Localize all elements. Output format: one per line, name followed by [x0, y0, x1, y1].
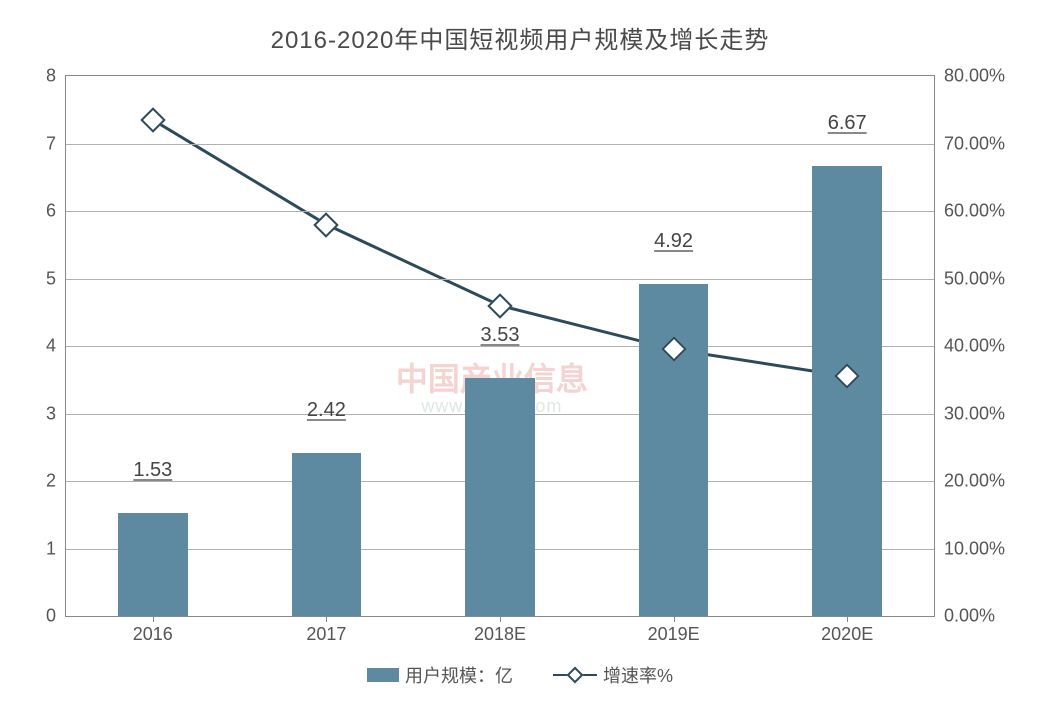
x-tick-label: 2018E [474, 616, 526, 645]
x-tick-label: 2019E [648, 616, 700, 645]
plot-area: 中国产业信息 www.chyxx.com 0123456780.00%10.00… [65, 75, 935, 617]
y-right-tick: 40.00% [934, 336, 1005, 357]
y-right-tick: 70.00% [934, 133, 1005, 154]
chart-container: 2016-2020年中国短视频用户规模及增长走势 中国产业信息 www.chyx… [20, 20, 1020, 680]
y-left-tick: 4 [46, 336, 66, 357]
y-right-tick: 20.00% [934, 471, 1005, 492]
y-right-tick: 30.00% [934, 403, 1005, 424]
bar [118, 513, 187, 616]
y-left-tick: 6 [46, 201, 66, 222]
bar [812, 166, 881, 616]
y-right-tick: 10.00% [934, 538, 1005, 559]
bar-value-label: 3.53 [481, 324, 520, 351]
legend-bar-label: 用户规模：亿 [405, 662, 513, 688]
bar-value-label: 6.67 [828, 112, 867, 139]
bar-value-label: 4.92 [654, 230, 693, 257]
legend: 用户规模：亿 增速率% [20, 662, 1020, 688]
x-tick-label: 2017 [306, 616, 346, 645]
y-left-tick: 1 [46, 538, 66, 559]
bar [639, 284, 708, 616]
y-left-tick: 7 [46, 133, 66, 154]
y-left-tick: 8 [46, 66, 66, 87]
x-tick-label: 2020E [821, 616, 873, 645]
legend-line-label: 增速率% [603, 662, 673, 688]
y-left-tick: 3 [46, 403, 66, 424]
x-tick-label: 2016 [133, 616, 173, 645]
y-right-tick: 0.00% [934, 606, 995, 627]
y-left-tick: 5 [46, 268, 66, 289]
gridline [66, 144, 934, 145]
y-right-tick: 50.00% [934, 268, 1005, 289]
plot-inner: 中国产业信息 www.chyxx.com 0123456780.00%10.00… [66, 76, 934, 616]
bar [465, 378, 534, 616]
legend-bar-swatch [367, 668, 399, 682]
chart-title: 2016-2020年中国短视频用户规模及增长走势 [20, 20, 1020, 55]
gridline [66, 211, 934, 212]
bar-value-label: 2.42 [307, 399, 346, 426]
legend-item-bar: 用户规模：亿 [367, 662, 513, 688]
gridline [66, 279, 934, 280]
legend-item-line: 增速率% [553, 662, 673, 688]
y-left-tick: 2 [46, 471, 66, 492]
y-right-tick: 60.00% [934, 201, 1005, 222]
y-left-tick: 0 [46, 606, 66, 627]
legend-line-swatch [553, 668, 597, 682]
y-right-tick: 80.00% [934, 66, 1005, 87]
bar [292, 453, 361, 616]
bar-value-label: 1.53 [133, 459, 172, 486]
